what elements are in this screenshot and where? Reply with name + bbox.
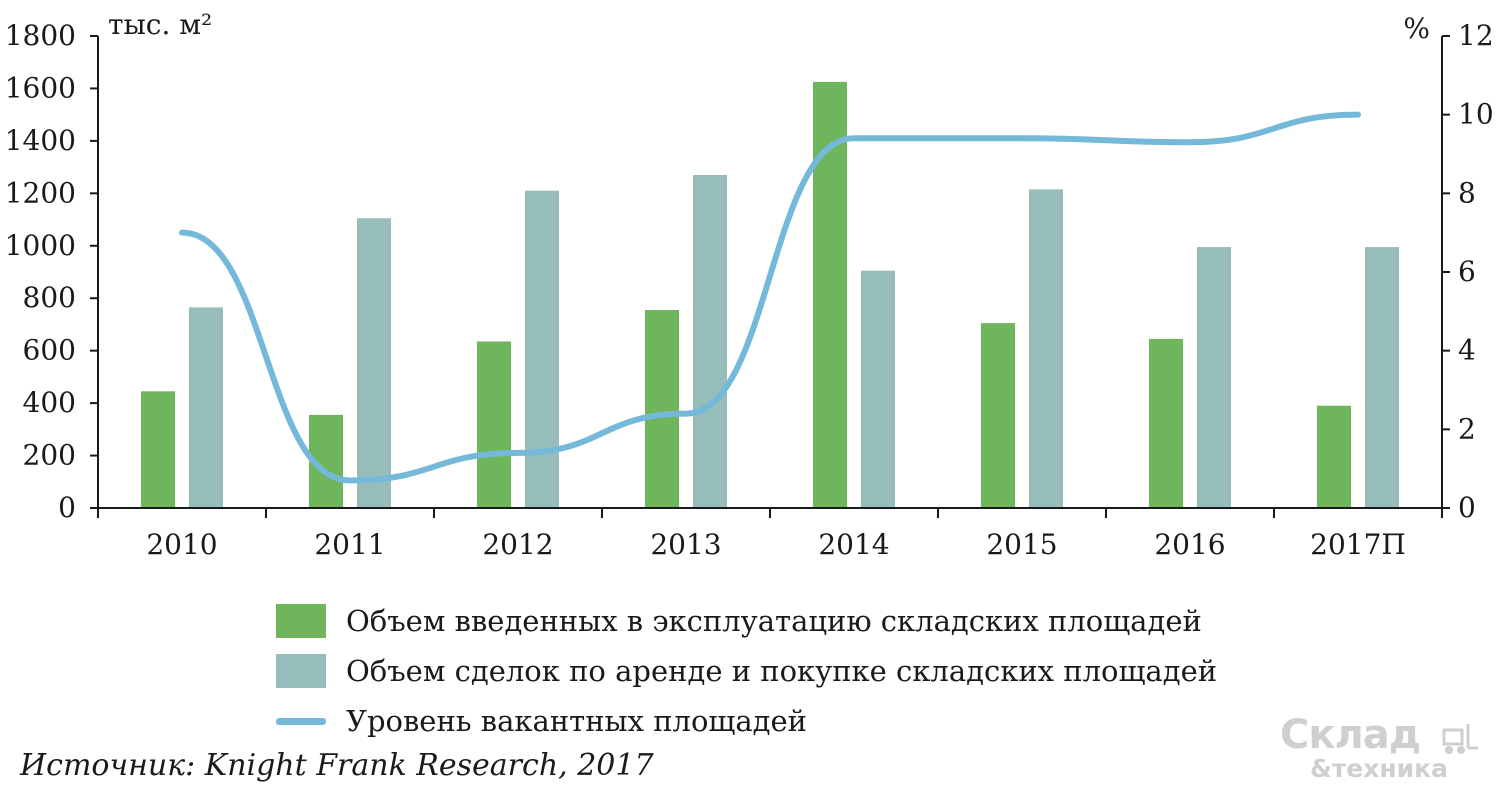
x-tick-label: 2013 (650, 528, 721, 561)
y-right-tick-label: 4 (1458, 334, 1476, 367)
bar-deals (189, 307, 223, 508)
y-right-tick-label: 2 (1458, 412, 1476, 445)
y-left-tick-label: 200 (23, 439, 76, 472)
y-left-tick-label: 1400 (5, 124, 76, 157)
x-tick-label: 2015 (986, 528, 1057, 561)
legend-label-vacancy: Уровень вакантных площадей (346, 704, 807, 738)
y-left-tick-label: 800 (23, 281, 76, 314)
bar-deals (1197, 247, 1231, 509)
y-left-tick-label: 1200 (5, 176, 76, 209)
logo-text-top: Склад (1280, 712, 1421, 758)
x-tick-label: 2017П (1310, 528, 1406, 561)
bar-deals (1365, 247, 1399, 509)
forklift-icon (1442, 724, 1478, 754)
vacancy-line-group (179, 111, 1361, 484)
y-right-tick-label: 8 (1458, 176, 1476, 209)
legend-label-deals: Объем сделок по аренде и покупке складск… (346, 654, 1218, 688)
bar-deals (357, 218, 391, 508)
bar-commissioned (477, 341, 511, 508)
x-tick-label: 2012 (482, 528, 553, 561)
bar-commissioned (813, 81, 847, 508)
bar-commissioned (1317, 405, 1351, 508)
bar-commissioned (141, 391, 175, 508)
legend: Объем введенных в эксплуатацию складских… (276, 596, 1217, 746)
legend-label-commissioned: Объем введенных в эксплуатацию складских… (346, 604, 1202, 638)
bars-group (141, 81, 1399, 509)
legend-swatch-vacancy (276, 717, 326, 725)
chart: 0 200 400 600 800 1000 1200 1400 1600 1800 0 2 4 6 8 10… (5, 8, 1494, 561)
y-left-tick-label: 1800 (5, 19, 76, 52)
bar-deals (1029, 189, 1063, 508)
y-right-tick-label: 12 (1458, 19, 1494, 52)
vacancy-line (179, 111, 1361, 484)
y-left-tick-label: 1000 (5, 229, 76, 262)
bar-deals (861, 270, 895, 508)
legend-swatch-deals (276, 654, 326, 688)
legend-swatch-commissioned (276, 604, 326, 638)
bar-deals (525, 190, 559, 508)
y-left-tick-label: 600 (23, 334, 76, 367)
y-left-unit-label: тыс. м² (108, 8, 212, 41)
y-right-tick-label: 10 (1458, 98, 1494, 131)
bar-deals (693, 174, 727, 508)
logo: Склад &техника (1280, 712, 1485, 788)
x-tick-label: 2010 (146, 528, 217, 561)
x-tick-label: 2014 (818, 528, 889, 561)
y-right-tick-label: 0 (1458, 491, 1476, 524)
axes-group: 0 200 400 600 800 1000 1200 1400 1600 1800 0 2 4 6 8 10… (5, 8, 1494, 561)
bar-commissioned (1149, 338, 1183, 508)
y-left-tick-label: 400 (23, 386, 76, 419)
legend-item-vacancy: Уровень вакантных площадей (276, 696, 1217, 746)
x-tick-label: 2016 (1154, 528, 1225, 561)
y-left-tick-label: 1600 (5, 71, 76, 104)
legend-item-commissioned: Объем введенных в эксплуатацию складских… (276, 596, 1217, 646)
x-tick-label: 2011 (314, 528, 385, 561)
legend-item-deals: Объем сделок по аренде и покупке складск… (276, 646, 1217, 696)
source-note: Источник: Knight Frank Research, 2017 (20, 748, 654, 783)
logo-text-bottom: &техника (1310, 754, 1449, 783)
y-left-tick-label: 0 (58, 491, 76, 524)
bar-commissioned (981, 323, 1015, 508)
y-right-tick-label: 6 (1458, 255, 1476, 288)
y-right-unit-label: % (1403, 12, 1430, 45)
bar-commissioned (645, 310, 679, 508)
